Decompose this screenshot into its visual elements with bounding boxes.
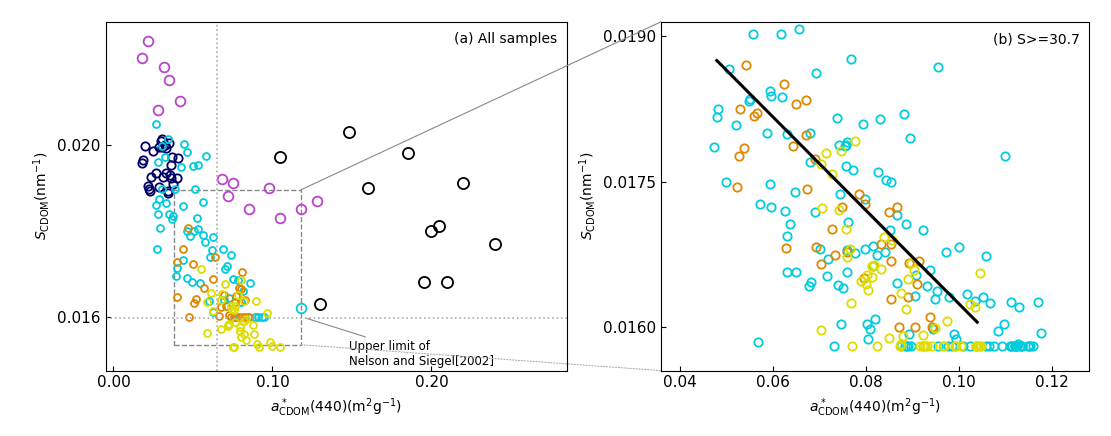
X-axis label: $a^*_{\rm CDOM}(440)({\rm m}^2{\rm g}^{-1})$: $a^*_{\rm CDOM}(440)({\rm m}^2{\rm g}^{-… (809, 396, 941, 419)
Y-axis label: $S_{\rm CDOM}({\rm nm}^{-1})$: $S_{\rm CDOM}({\rm nm}^{-1})$ (31, 152, 51, 240)
Text: (b) S>=30.7: (b) S>=30.7 (993, 32, 1080, 46)
X-axis label: $a^*_{\rm CDOM}(440)({\rm m}^2{\rm g}^{-1})$: $a^*_{\rm CDOM}(440)({\rm m}^2{\rm g}^{-… (270, 396, 402, 419)
Text: (a) All samples: (a) All samples (454, 32, 558, 46)
Bar (174, 190, 301, 345)
Text: Upper limit of
Nelson and Siegel[2002]: Upper limit of Nelson and Siegel[2002] (307, 318, 493, 368)
Y-axis label: $S_{\rm CDOM}({\rm nm}^{-1})$: $S_{\rm CDOM}({\rm nm}^{-1})$ (577, 152, 598, 240)
